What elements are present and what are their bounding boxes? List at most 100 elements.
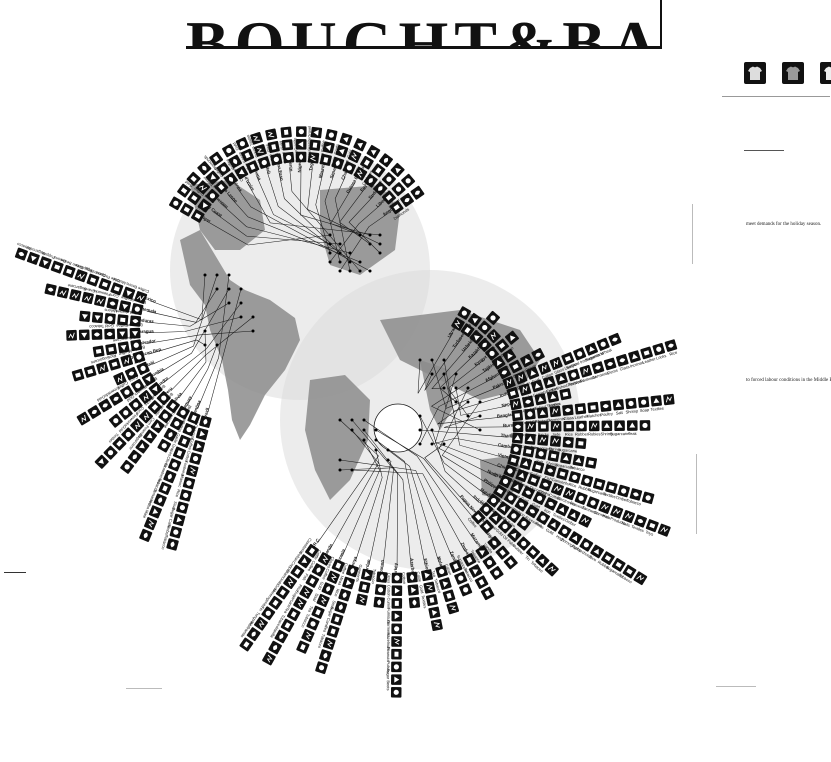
good-tile: Garments [551, 467, 570, 486]
good-tile: Sisal [330, 600, 348, 614]
good-tile: Rice [107, 353, 121, 371]
country-label: Nepal [501, 401, 514, 408]
good-tile [479, 519, 494, 534]
good-label: Sugarcane [610, 431, 630, 436]
good-label: Sugarcane [587, 487, 608, 497]
good-icon [334, 616, 340, 623]
good-tile: Timber [615, 484, 630, 503]
good-icon [152, 508, 159, 514]
country-label: D.R.C. [309, 537, 321, 551]
good-label: Tobacco [433, 578, 442, 594]
good-tile: Nails [621, 510, 636, 528]
good-tile: Leather [574, 403, 589, 420]
good-label: Cotton [545, 386, 558, 394]
good-tile [250, 131, 263, 145]
good-label: Coffee [530, 471, 543, 479]
good-icon [394, 676, 400, 683]
location-dot [338, 269, 342, 273]
good-tile [296, 640, 310, 654]
good-label: Corn [110, 292, 120, 299]
good-icon [350, 152, 357, 161]
good-icon [43, 259, 49, 266]
good-icon [649, 522, 656, 529]
good-tile: Cotton [401, 571, 418, 584]
divider [126, 688, 162, 689]
good-icon [113, 418, 119, 424]
connector-line [307, 167, 381, 245]
good-icon [525, 449, 532, 454]
good-tile [480, 586, 495, 601]
good-tile: Tomatoes [147, 488, 167, 507]
location-dot [362, 418, 366, 422]
good-icon [534, 383, 541, 389]
good-tile: Rice [568, 471, 581, 489]
good-tile [457, 306, 472, 320]
good-icon [527, 423, 534, 430]
good-icon [117, 375, 123, 383]
good-tile: Cotton [543, 376, 558, 394]
good-label: Glass [619, 364, 630, 372]
good-icon [285, 142, 290, 148]
good-icon [538, 451, 544, 457]
location-dot [442, 372, 446, 376]
good-tile [124, 366, 139, 381]
connector-line [207, 288, 242, 413]
good-icon [106, 332, 113, 337]
good-icon [472, 318, 479, 324]
good-icon [502, 478, 509, 484]
connector-line [431, 359, 500, 409]
good-tile: Fireworks [93, 289, 111, 307]
good-icon [483, 506, 489, 512]
good-tile: Timber [107, 432, 127, 451]
good-tile [180, 202, 194, 217]
good-icon [331, 573, 337, 582]
good-icon [120, 317, 126, 323]
good-icon [632, 353, 638, 360]
country-label: Honduras [133, 317, 154, 324]
good-icon [511, 513, 517, 519]
good-icon [575, 457, 582, 463]
country-label: Nicaragua [132, 329, 154, 335]
good-icon [562, 528, 568, 534]
good-icon [590, 500, 596, 506]
good-tile: Garments [591, 361, 609, 380]
good-icon [595, 365, 601, 370]
good-tile: Baseballs [128, 345, 146, 364]
good-label: Bricks [538, 432, 549, 437]
connector-line [419, 415, 486, 495]
country-label: Benin [288, 159, 294, 172]
good-tile [410, 185, 425, 200]
good-icon [538, 558, 545, 565]
good-label: Coffee [120, 295, 133, 303]
country-spoke: ChadCattle [340, 138, 367, 181]
good-icon [431, 609, 438, 616]
good-tile: Sugar Beets [386, 669, 402, 691]
good-icon [616, 422, 623, 428]
country-label: Niger [199, 214, 211, 224]
good-icon [527, 411, 533, 417]
good-tile [459, 583, 473, 597]
good-icon [522, 386, 528, 393]
connector-line [150, 274, 206, 321]
good-tile: Fish [544, 464, 557, 482]
good-tile: Coffee [321, 568, 340, 584]
good-tile: Coal [526, 366, 540, 384]
connector-line [438, 387, 497, 478]
good-tile: Garlic [173, 433, 191, 448]
good-icon [126, 290, 133, 296]
good-tile [310, 126, 323, 139]
location-dot [338, 251, 342, 255]
good-tile: Granite [295, 137, 312, 151]
good-tile: Tea [431, 565, 448, 578]
side-note: to forced labour conditions in the Middl… [746, 378, 831, 383]
good-label: Corn [147, 417, 156, 427]
good-label: Beans [125, 281, 137, 290]
good-icon [584, 478, 590, 484]
good-label: Sisal [171, 501, 178, 511]
good-label: Gold [184, 180, 194, 189]
good-icon [284, 622, 291, 629]
good-label: Coffee [320, 139, 326, 152]
country-spoke: NigeriaCocoaGraniteGravel [295, 126, 312, 172]
